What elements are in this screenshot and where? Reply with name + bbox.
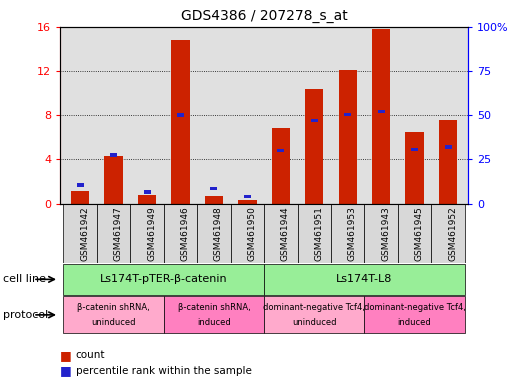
Text: induced: induced (197, 318, 231, 327)
Bar (110, 153, 117, 157)
Bar (205, 196, 223, 204)
Bar (97, 204, 130, 263)
Text: uninduced: uninduced (92, 318, 136, 327)
Bar (372, 29, 390, 204)
Text: GSM461949: GSM461949 (147, 207, 156, 261)
Text: GSM461942: GSM461942 (80, 207, 89, 261)
Bar (298, 204, 331, 263)
Text: GSM461947: GSM461947 (113, 207, 123, 261)
Bar (210, 187, 218, 190)
Bar (271, 128, 290, 204)
Bar (164, 204, 197, 263)
Text: GSM461951: GSM461951 (314, 207, 323, 262)
Bar (365, 296, 465, 333)
Bar (264, 204, 298, 263)
Text: GSM461944: GSM461944 (281, 207, 290, 261)
Bar (63, 204, 97, 263)
Bar (172, 40, 190, 204)
Bar (365, 204, 398, 263)
Text: GDS4386 / 207278_s_at: GDS4386 / 207278_s_at (181, 9, 347, 23)
Bar (244, 195, 251, 198)
Text: induced: induced (397, 318, 431, 327)
Text: Ls174T-L8: Ls174T-L8 (336, 274, 393, 285)
Bar (264, 296, 365, 333)
Bar (77, 183, 84, 187)
Text: ■: ■ (60, 349, 72, 362)
Text: β-catenin shRNA,: β-catenin shRNA, (178, 303, 251, 313)
Bar (63, 264, 264, 295)
Text: cell line: cell line (3, 274, 46, 285)
Bar (130, 204, 164, 263)
Bar (439, 120, 457, 204)
Bar (311, 119, 318, 122)
Text: dominant-negative Tcf4,: dominant-negative Tcf4, (264, 303, 365, 313)
Text: GSM461948: GSM461948 (214, 207, 223, 261)
Bar (405, 132, 424, 204)
Text: β-catenin shRNA,: β-catenin shRNA, (77, 303, 150, 313)
Bar (177, 113, 184, 117)
Bar (277, 149, 285, 152)
Text: uninduced: uninduced (292, 318, 336, 327)
Text: count: count (76, 350, 105, 360)
Text: ■: ■ (60, 364, 72, 377)
Bar (197, 204, 231, 263)
Bar (344, 113, 351, 116)
Bar (238, 200, 257, 204)
Text: GSM461946: GSM461946 (180, 207, 189, 261)
Bar (105, 156, 123, 204)
Text: GSM461943: GSM461943 (381, 207, 390, 261)
Text: GSM461953: GSM461953 (348, 207, 357, 262)
Bar (331, 204, 365, 263)
Bar (378, 110, 384, 113)
Text: GSM461952: GSM461952 (448, 207, 457, 261)
Text: dominant-negative Tcf4,: dominant-negative Tcf4, (363, 303, 465, 313)
Text: Ls174T-pTER-β-catenin: Ls174T-pTER-β-catenin (100, 274, 228, 285)
Bar (398, 204, 431, 263)
Bar (71, 191, 89, 204)
Text: GSM461945: GSM461945 (415, 207, 424, 261)
Text: GSM461950: GSM461950 (247, 207, 256, 262)
Bar (164, 296, 264, 333)
Bar (138, 195, 156, 204)
Text: protocol: protocol (3, 310, 48, 320)
Bar (431, 204, 465, 263)
Bar (445, 145, 451, 149)
Bar (63, 296, 164, 333)
Bar (231, 204, 264, 263)
Text: percentile rank within the sample: percentile rank within the sample (76, 366, 252, 376)
Bar (264, 264, 465, 295)
Bar (411, 148, 418, 151)
Bar (305, 89, 323, 204)
Bar (338, 70, 357, 204)
Bar (144, 190, 151, 194)
